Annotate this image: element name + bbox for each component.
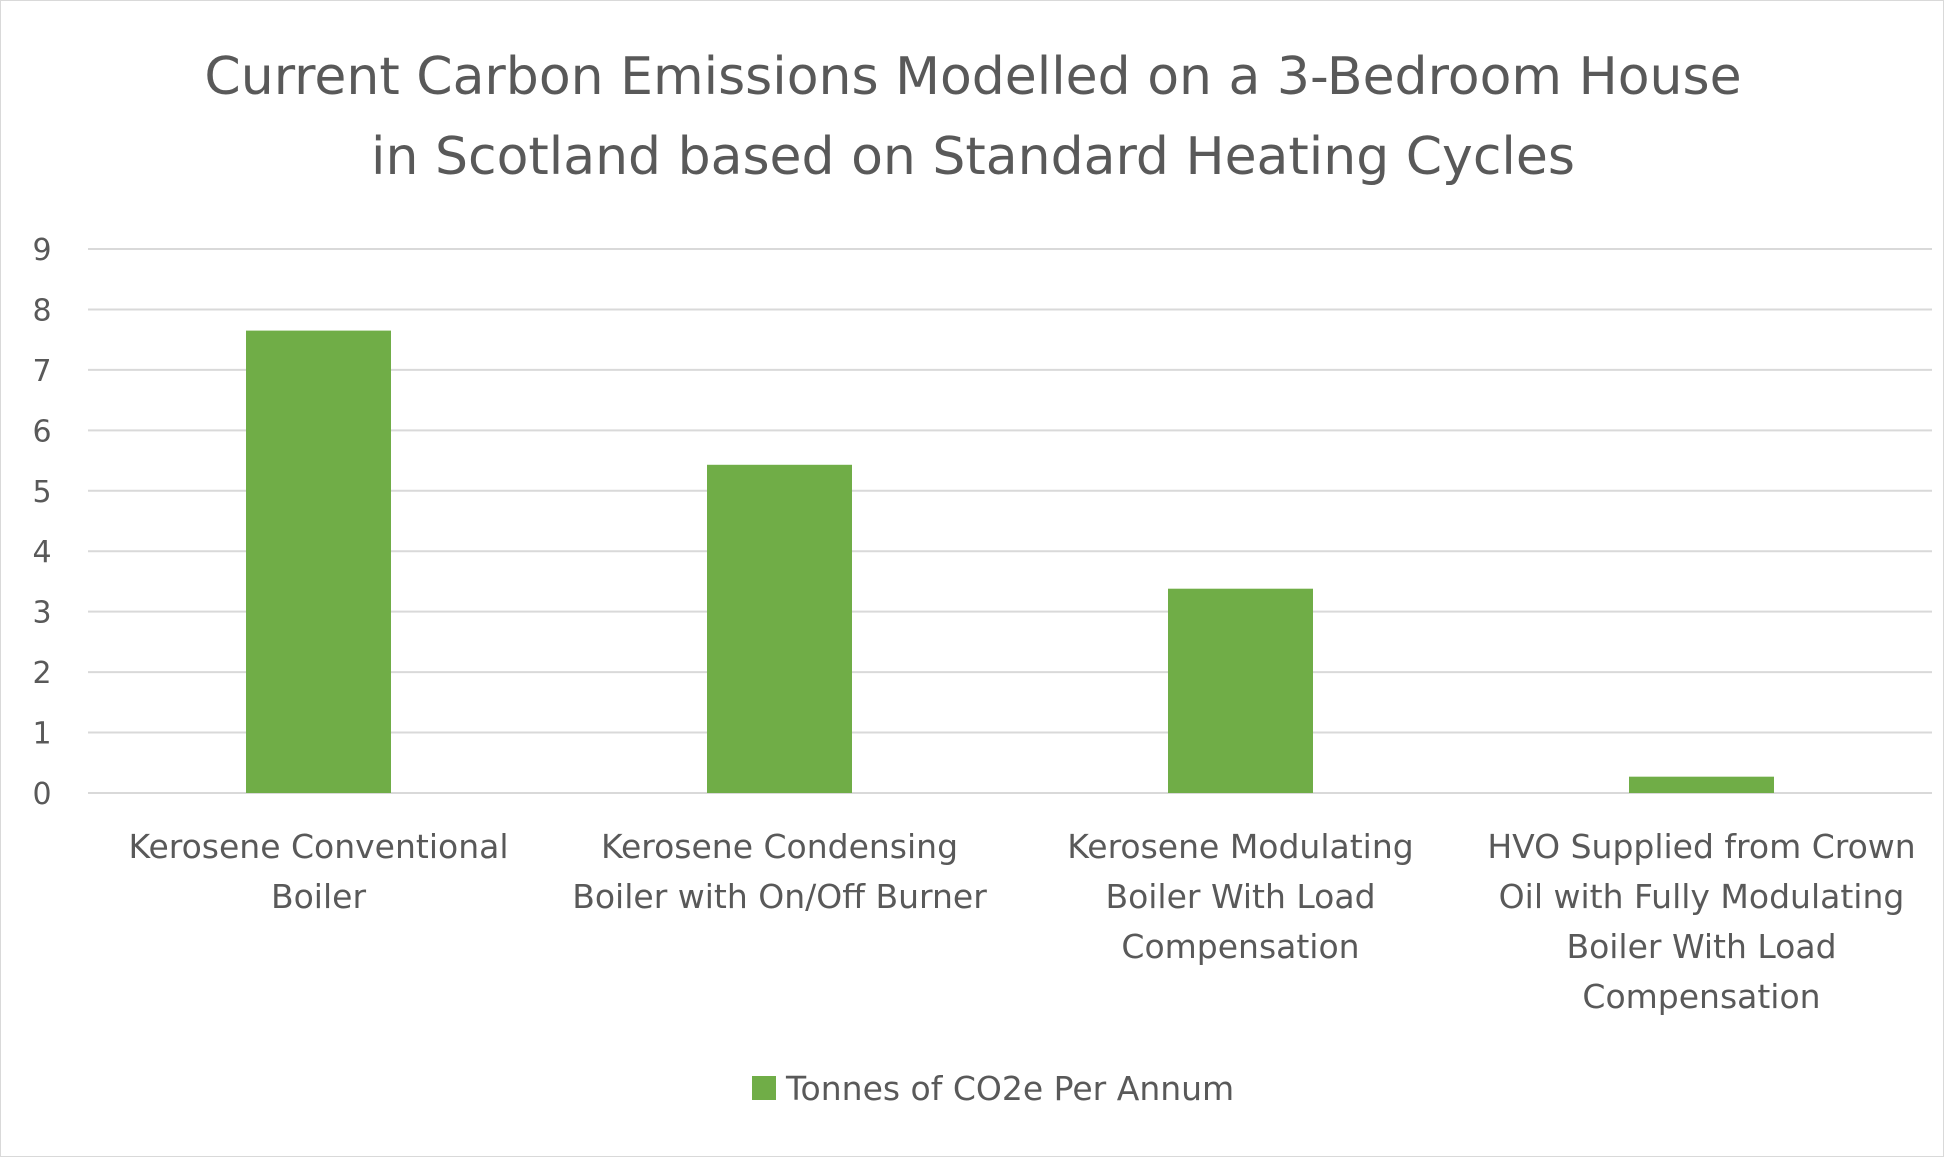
y-tick-label-7: 7 <box>32 354 51 389</box>
gridlines <box>88 248 1932 794</box>
y-tick-label-4: 4 <box>32 535 51 570</box>
y-tick-label-9: 9 <box>32 233 51 268</box>
x-category-label-4-line-3: Boiler With Load <box>1566 927 1836 966</box>
legend: Tonnes of CO2e Per Annum <box>752 1069 1234 1108</box>
x-category-label-3-line-1: Kerosene Modulating <box>1067 827 1413 866</box>
x-axis-category-labels: Kerosene Conventional Boiler Kerosene Cond… <box>128 827 1915 1016</box>
x-category-label-4-line-4: Compensation <box>1582 977 1820 1016</box>
y-axis-tick-labels: 0 1 2 3 4 5 6 7 8 9 <box>32 233 51 812</box>
x-category-label-3-line-2: Boiler With Load <box>1105 877 1375 916</box>
y-tick-label-3: 3 <box>32 596 51 631</box>
chart-title-line-1: Current Carbon Emissions Modelled on a 3… <box>204 47 1742 107</box>
y-tick-label-8: 8 <box>32 293 51 328</box>
y-tick-label-1: 1 <box>32 717 51 752</box>
y-tick-label-6: 6 <box>32 414 51 449</box>
bar-3 <box>1168 588 1313 793</box>
y-tick-label-5: 5 <box>32 475 51 510</box>
bars <box>246 330 1774 793</box>
bar-1 <box>246 330 391 793</box>
x-category-label-2-line-2: Boiler with On/Off Burner <box>572 877 987 916</box>
legend-swatch <box>752 1076 776 1100</box>
bar-4 <box>1629 776 1774 793</box>
x-category-label-3-line-3: Compensation <box>1121 927 1359 966</box>
bar-2 <box>707 464 852 793</box>
x-category-label-4-line-2: Oil with Fully Modulating <box>1499 877 1905 916</box>
x-category-label-1-line-1: Kerosene Conventional <box>128 827 508 866</box>
x-category-label-4-line-1: HVO Supplied from Crown <box>1487 827 1915 866</box>
x-category-label-2-line-1: Kerosene Condensing <box>601 827 958 866</box>
chart-title-line-2: in Scotland based on Standard Heating Cy… <box>371 127 1575 187</box>
y-tick-label-0: 0 <box>32 777 51 812</box>
x-category-label-1-line-2: Boiler <box>271 877 366 916</box>
legend-label: Tonnes of CO2e Per Annum <box>785 1069 1234 1108</box>
y-tick-label-2: 2 <box>32 656 51 691</box>
